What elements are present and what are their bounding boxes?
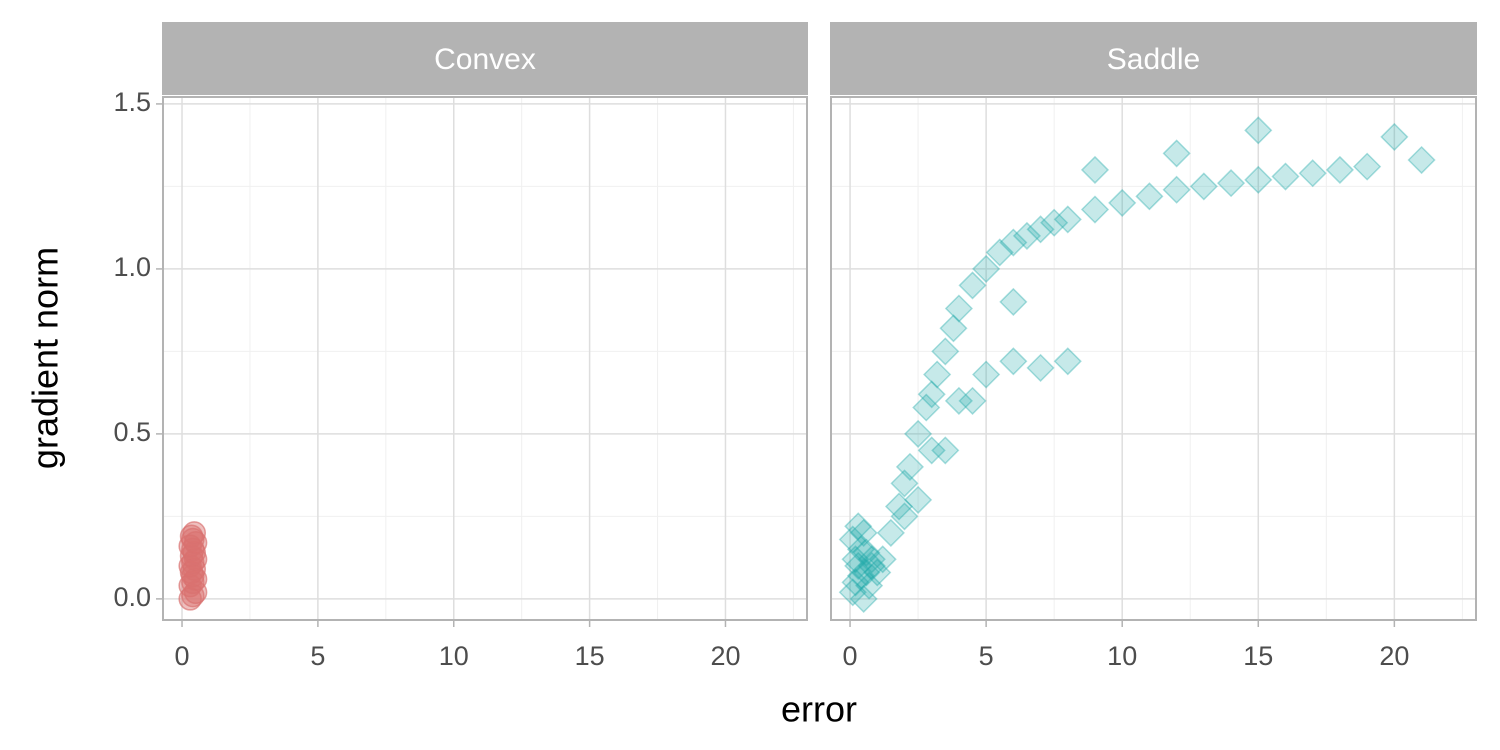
point [179,524,204,548]
panel-border [830,96,1477,621]
x-tick-label: 0 [843,641,858,671]
strip [830,22,1477,95]
point [958,386,987,415]
point [999,228,1028,257]
point [876,518,905,547]
point [1353,152,1382,181]
point [1380,122,1409,151]
point [1189,172,1218,201]
point [972,360,1001,389]
point [841,545,870,574]
point [838,578,867,607]
point [1012,221,1042,250]
point [939,314,968,343]
point [1135,182,1164,211]
point [917,380,946,409]
point [917,436,946,465]
point [841,568,870,597]
x-tick-label: 10 [439,641,469,671]
point [890,469,919,498]
point [849,584,878,613]
strip-label: Convex [434,43,536,76]
point [944,386,973,415]
point [923,360,952,389]
point [1244,116,1273,145]
point [1162,139,1191,168]
point [999,347,1028,376]
point [857,551,886,580]
point [181,564,205,588]
point [1108,188,1137,217]
point [985,238,1014,267]
point [182,521,206,545]
y-tick-label: 1.0 [113,252,151,282]
x-tick-label: 5 [979,641,994,671]
point [972,254,1001,283]
point [183,531,208,555]
point [1040,208,1069,237]
x-tick-label: 15 [1243,641,1273,671]
point [884,492,914,521]
point [857,545,886,574]
y-tick-label: 0.0 [113,582,151,612]
y-tick-label: 0.5 [113,417,151,447]
point [1053,205,1082,234]
point [944,294,973,323]
point [999,287,1028,316]
point [1026,353,1055,382]
point [1217,169,1246,198]
point [1407,145,1436,175]
point [890,502,919,531]
panel-border [162,96,808,621]
point [931,337,960,366]
y-tick-label: 1.5 [113,87,151,117]
x-axis-title: error [781,689,857,730]
x-tick-label: 20 [1379,641,1409,671]
point [1080,155,1110,184]
point [931,436,960,465]
point [1298,159,1327,188]
x-tick-label: 20 [710,641,740,671]
point [958,271,987,300]
point [844,512,873,541]
x-tick-label: 10 [1107,641,1137,671]
point [838,525,867,554]
point [855,571,884,600]
x-tick-label: 5 [310,641,325,671]
point [1271,162,1300,191]
point [852,538,881,567]
point [912,393,941,422]
x-tick-label: 15 [575,641,605,671]
point [1026,215,1055,244]
point [1244,165,1273,194]
point [846,561,875,590]
strip [162,22,808,95]
point [1053,347,1082,376]
point [904,485,933,514]
y-axis-title: gradient norm [25,247,66,469]
point [904,419,933,448]
point [895,452,924,481]
x-tick-label: 0 [175,641,190,671]
point [1080,195,1110,224]
point [844,551,873,580]
point [852,558,881,587]
point [868,545,897,574]
point [846,535,875,564]
point [863,558,892,587]
point [849,518,878,547]
point [1325,155,1354,184]
strip-label: Saddle [1107,43,1200,76]
point [1162,175,1191,204]
